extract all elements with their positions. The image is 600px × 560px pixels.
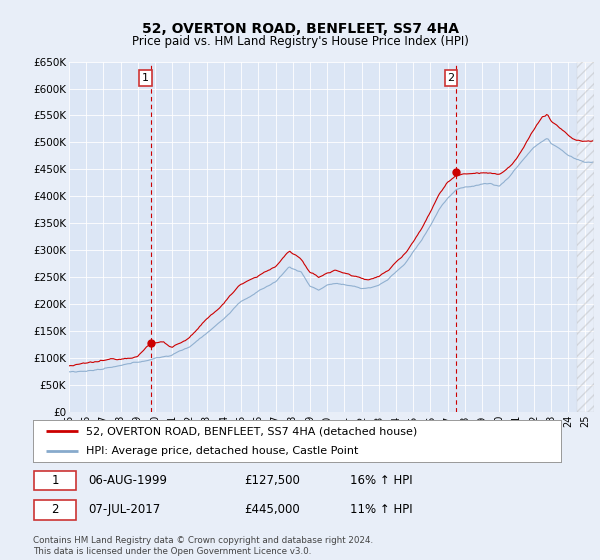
Text: Contains HM Land Registry data © Crown copyright and database right 2024.
This d: Contains HM Land Registry data © Crown c… [33,536,373,556]
Text: 2: 2 [448,73,455,83]
Text: 16% ↑ HPI: 16% ↑ HPI [350,474,412,487]
Text: 07-JUL-2017: 07-JUL-2017 [88,503,161,516]
FancyBboxPatch shape [34,500,76,520]
Text: 1: 1 [142,73,149,83]
Text: 52, OVERTON ROAD, BENFLEET, SS7 4HA (detached house): 52, OVERTON ROAD, BENFLEET, SS7 4HA (det… [86,426,417,436]
Text: £445,000: £445,000 [244,503,300,516]
Bar [577,62,594,412]
Text: £127,500: £127,500 [244,474,300,487]
Text: HPI: Average price, detached house, Castle Point: HPI: Average price, detached house, Cast… [86,446,358,456]
Text: 1: 1 [52,474,59,487]
Text: 11% ↑ HPI: 11% ↑ HPI [350,503,412,516]
Text: 06-AUG-1999: 06-AUG-1999 [88,474,167,487]
Text: 2: 2 [52,503,59,516]
Text: Price paid vs. HM Land Registry's House Price Index (HPI): Price paid vs. HM Land Registry's House … [131,35,469,48]
Text: 52, OVERTON ROAD, BENFLEET, SS7 4HA: 52, OVERTON ROAD, BENFLEET, SS7 4HA [142,22,458,36]
FancyBboxPatch shape [34,470,76,490]
